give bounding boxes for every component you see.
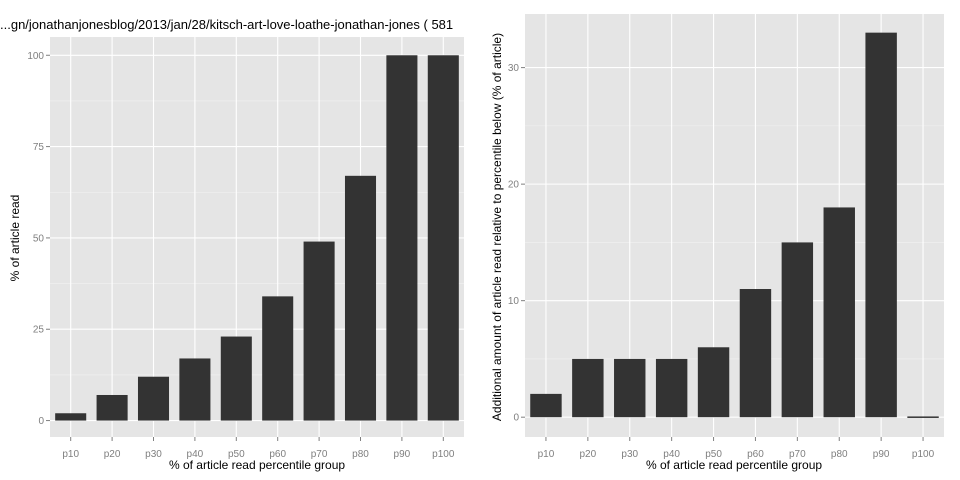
right-chart-x-tick-label: p90 (873, 449, 890, 460)
left-chart-y-axis-title: % of article read (8, 195, 22, 282)
right-chart-y-tick-label: 0 (513, 413, 519, 424)
left-chart-bar-p10 (55, 413, 87, 421)
left-chart-x-tick-label: p60 (269, 449, 286, 460)
right-chart-bar-p40 (655, 358, 688, 418)
left-chart-x-tick-label: p70 (311, 449, 328, 460)
left-chart-x-tick-label: p80 (352, 449, 369, 460)
left-chart-x-axis-title: % of article read percentile group (169, 458, 345, 472)
left-chart-x-tick-label: p40 (187, 449, 204, 460)
right-chart-y-axis-title: Additional amount of article read relati… (490, 33, 504, 421)
left-chart-bar-p30 (137, 376, 170, 421)
right-chart-bar-p70 (781, 242, 814, 418)
right-chart-x-tick-label: p40 (663, 449, 680, 460)
left-chart-bar-p60 (262, 296, 294, 421)
left-chart-bar-p100 (427, 55, 459, 421)
right-chart-bar-p100 (907, 416, 939, 418)
right-chart-bar-p50 (697, 347, 730, 418)
right-chart-x-tick-label: p100 (912, 449, 935, 460)
left-chart-y-tick-label: 0 (38, 416, 44, 427)
left-chart-bar-p40 (179, 358, 211, 421)
right-chart-y-tick-label: 10 (508, 296, 520, 307)
right-chart-bar-p90 (865, 32, 897, 418)
left-chart-x-tick-label: p10 (62, 449, 79, 460)
right-chart-bar-p30 (614, 358, 646, 418)
right-chart-x-tick-label: p60 (747, 449, 764, 460)
left-chart-x-tick-label: p20 (104, 449, 121, 460)
right-chart-x-tick-label: p50 (705, 449, 722, 460)
right-chart-bar-p80 (823, 207, 855, 418)
left-chart-y-tick-label: 25 (33, 325, 45, 336)
right-chart-x-tick-label: p70 (789, 449, 806, 460)
left-chart-y-tick-label: 75 (33, 142, 45, 153)
right-chart-x-tick-label: p30 (621, 449, 638, 460)
left-chart-y-tick-label: 50 (33, 233, 45, 244)
right-chart-x-tick-label: p20 (580, 449, 597, 460)
left-chart-bar-p70 (303, 241, 335, 421)
right-chart: 0 10 20 30 p10 p20 p30 p40 p50 p60 p70 p80 p90 p100 A… (490, 14, 944, 472)
left-chart-x-tick-label: p100 (432, 449, 455, 460)
left-chart-bar-p50 (220, 336, 252, 421)
right-chart-x-axis-title: % of article read percentile group (646, 458, 822, 472)
right-chart-bar-p60 (739, 289, 772, 418)
left-chart-bar-p90 (386, 55, 418, 421)
right-chart-y-tick-label: 30 (508, 63, 520, 74)
right-chart-x-tick-label: p80 (831, 449, 848, 460)
right-chart-bar-p20 (572, 358, 604, 418)
left-chart-y-tick-label: 100 (27, 51, 44, 62)
left-chart-bar-p20 (96, 394, 128, 421)
left-chart-x-tick-label: p50 (228, 449, 245, 460)
left-chart-x-tick-label: p30 (145, 449, 162, 460)
left-chart-x-tick-label: p90 (394, 449, 411, 460)
right-chart-y-tick-label: 20 (508, 180, 520, 191)
right-chart-x-tick-label: p10 (538, 449, 555, 460)
left-chart-title: ...gn/jonathanjonesblog/2013/jan/28/kits… (0, 17, 453, 32)
left-chart: 0 25 50 75 100 p10 p20 p30 p40 p50 p60 p70 p80 p90 p10… (0, 17, 464, 472)
right-chart-bar-p10 (530, 393, 562, 418)
left-chart-bar-p80 (344, 175, 377, 421)
